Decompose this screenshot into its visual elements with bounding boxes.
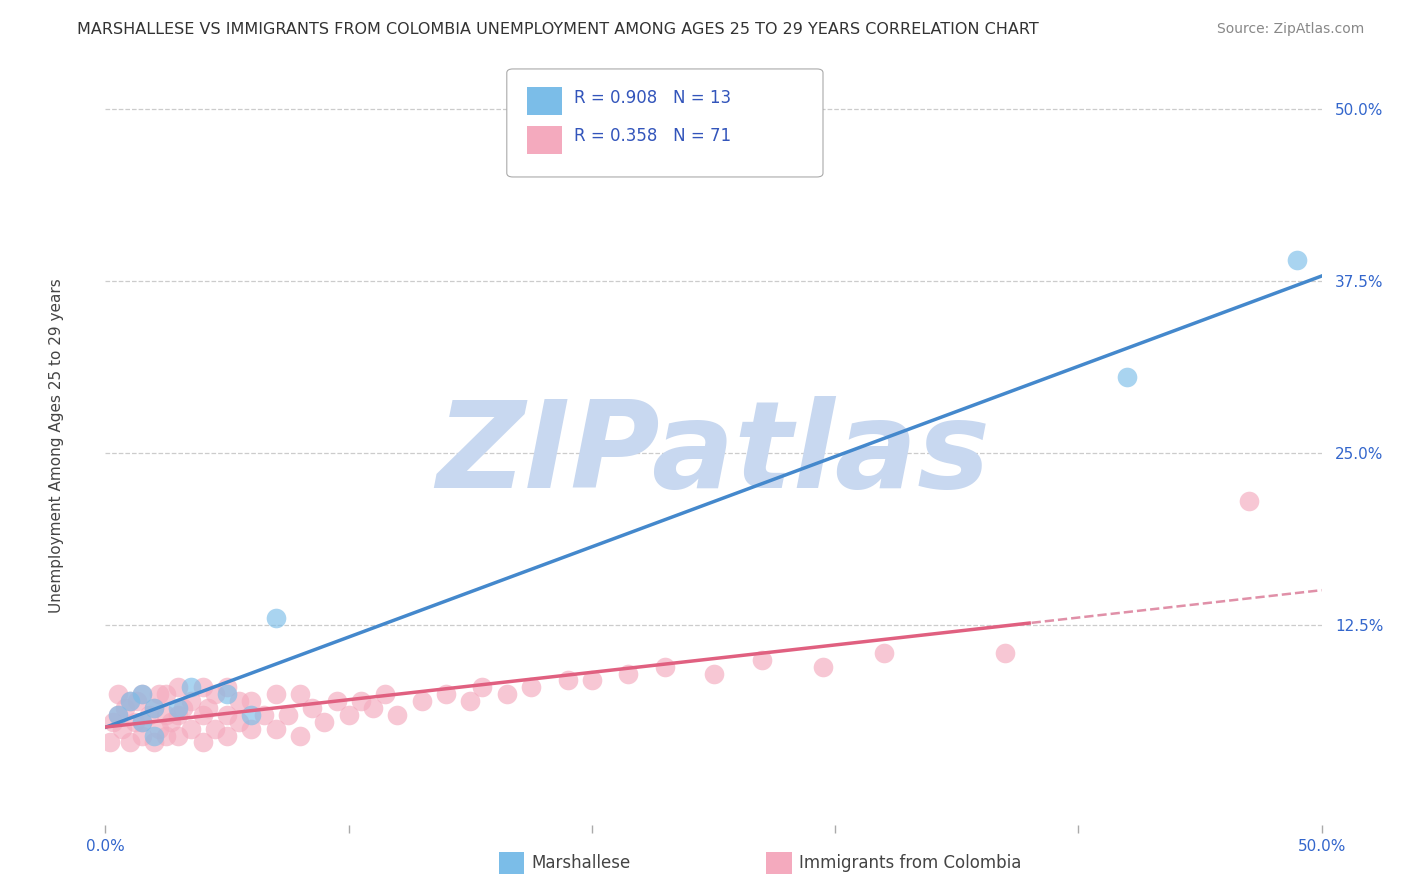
Point [118,735,141,749]
Point [167,707,190,722]
Point [125,694,148,708]
Point [557,673,579,688]
Point [217,681,239,695]
Point [191,681,214,695]
Point [191,735,214,749]
Point [131,687,153,701]
Point [520,681,543,695]
Point [617,666,640,681]
Point [264,722,287,736]
Point [167,681,190,695]
Point [180,722,202,736]
Point [458,694,481,708]
Point [107,707,129,722]
Point [434,687,457,701]
Point [240,707,263,722]
Point [172,701,194,715]
Point [277,707,299,722]
Point [471,681,494,695]
Point [217,729,239,743]
FancyBboxPatch shape [527,126,561,153]
Point [240,722,263,736]
Point [143,701,166,715]
Text: Unemployment Among Ages 25 to 29 years: Unemployment Among Ages 25 to 29 years [49,278,63,614]
Point [581,673,603,688]
Point [228,714,250,729]
Point [191,707,214,722]
Point [337,707,360,722]
Point [143,701,166,715]
Point [495,687,517,701]
Point [204,687,226,701]
Point [143,735,166,749]
Point [148,722,170,736]
Point [873,646,896,660]
Point [155,687,177,701]
FancyBboxPatch shape [506,69,823,177]
Point [314,714,336,729]
Text: MARSHALLESE VS IMMIGRANTS FROM COLOMBIA UNEMPLOYMENT AMONG AGES 25 TO 29 YEARS C: MARSHALLESE VS IMMIGRANTS FROM COLOMBIA … [77,22,1039,37]
Point [994,646,1017,660]
Point [288,729,311,743]
Point [361,701,384,715]
Point [811,659,834,673]
Point [654,659,676,673]
Point [180,681,202,695]
Point [197,701,219,715]
Text: Source: ZipAtlas.com: Source: ZipAtlas.com [1216,22,1364,37]
Point [98,735,121,749]
Point [204,722,226,736]
Point [118,694,141,708]
Point [107,687,129,701]
Point [228,694,250,708]
Point [252,707,274,722]
Point [751,653,773,667]
Point [118,694,141,708]
Point [167,729,190,743]
Point [411,694,433,708]
Point [131,714,153,729]
Point [131,729,153,743]
Point [148,687,170,701]
Point [374,687,396,701]
Point [702,666,725,681]
Point [155,729,177,743]
Text: R = 0.908   N = 13: R = 0.908 N = 13 [574,88,731,106]
Point [240,694,263,708]
Point [217,687,239,701]
Text: Marshallese: Marshallese [531,855,631,872]
Point [131,687,153,701]
Point [101,714,124,729]
Point [301,701,323,715]
Point [124,714,146,729]
Point [264,687,287,701]
Point [325,694,347,708]
Point [180,694,202,708]
Point [264,611,287,625]
Point [160,714,183,729]
Point [111,722,134,736]
Point [387,707,409,722]
Point [114,701,136,715]
Point [1286,253,1309,268]
Point [107,707,129,722]
Point [138,707,160,722]
Text: Immigrants from Colombia: Immigrants from Colombia [799,855,1021,872]
Point [288,687,311,701]
Point [1116,370,1139,384]
FancyBboxPatch shape [527,87,561,115]
Point [131,714,153,729]
Text: ZIPatlas: ZIPatlas [436,396,991,513]
Point [217,707,239,722]
Text: R = 0.358   N = 71: R = 0.358 N = 71 [574,127,731,145]
Point [155,707,177,722]
Point [350,694,373,708]
Point [143,729,166,743]
Point [1237,494,1260,508]
Point [167,701,190,715]
